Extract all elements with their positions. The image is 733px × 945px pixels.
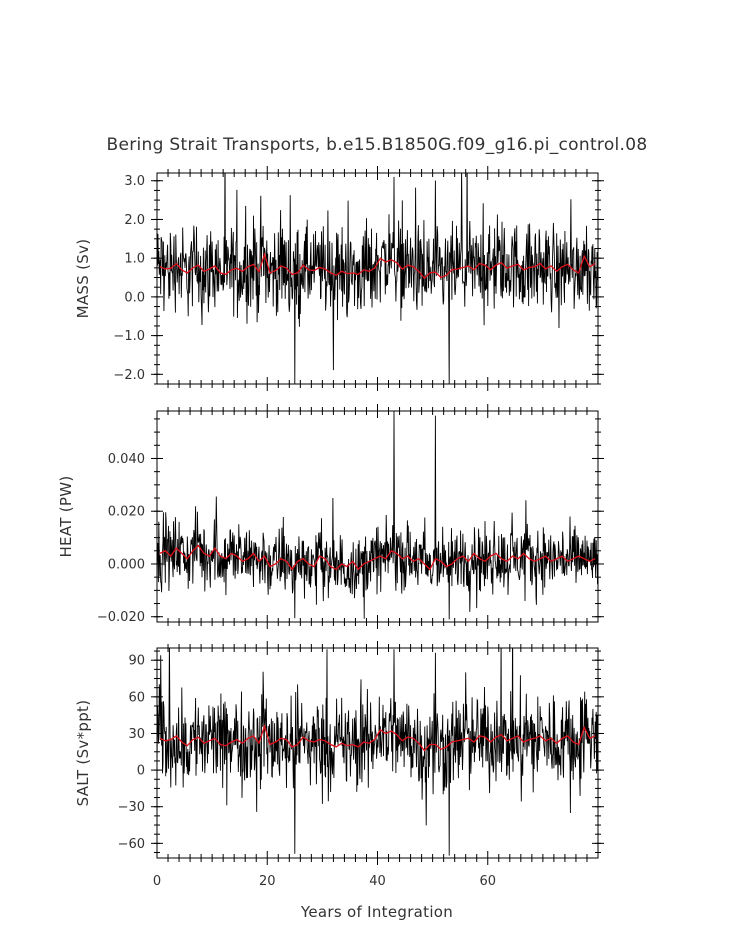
y-tick-label: −60 xyxy=(118,837,145,852)
y-tick-label: 0.020 xyxy=(108,505,145,520)
y-tick-label: 30 xyxy=(128,727,145,742)
y-tick-label: 0.000 xyxy=(108,557,145,572)
y-tick-label: −0.020 xyxy=(97,610,145,625)
annual-series-line xyxy=(159,544,596,571)
y-axis-label: HEAT (PW) xyxy=(57,475,75,557)
annual-series-line xyxy=(159,723,596,752)
y-axis-label: MASS (Sv) xyxy=(74,239,92,319)
monthly-series-line xyxy=(157,411,598,620)
monthly-series-line xyxy=(157,648,598,856)
chart-title: Bering Strait Transports, b.e15.B1850G.f… xyxy=(106,135,647,155)
panel-3: −60 −30 0 30 60 90 SALT (Sv*ppt) 0 20 40 60 xyxy=(74,641,604,889)
panel-2: −0.020 0.000 0.020 0.040 HEAT (PW) xyxy=(57,404,604,629)
monthly-series-line xyxy=(157,173,598,384)
y-tick-label: 0.0 xyxy=(124,290,145,305)
panel-1: −2.0 −1.0 0.0 1.0 2.0 3.0 MASS (Sv) xyxy=(74,166,604,391)
y-tick-label: 0.040 xyxy=(108,452,145,467)
panels: −2.0 −1.0 0.0 1.0 2.0 3.0 MASS (Sv) −0.020 0.000… xyxy=(57,166,604,889)
x-tick-label: 60 xyxy=(479,874,496,889)
x-axis-label: Years of Integration xyxy=(300,903,453,921)
y-tick-label: 1.0 xyxy=(124,252,145,267)
y-tick-label: −2.0 xyxy=(113,368,145,383)
y-axis-label: SALT (Sv*ppt) xyxy=(74,700,92,807)
x-tick-label: 0 xyxy=(153,874,161,889)
y-tick-label: −1.0 xyxy=(113,329,145,344)
y-tick-label: −30 xyxy=(118,800,145,815)
x-tick-label: 40 xyxy=(369,874,386,889)
y-tick-label: 90 xyxy=(128,654,145,669)
annual-series-line xyxy=(159,252,596,280)
y-tick-label: 60 xyxy=(128,690,145,705)
x-tick-label: 20 xyxy=(259,874,276,889)
y-tick-label: 0 xyxy=(137,764,145,779)
y-tick-label: 3.0 xyxy=(124,174,145,189)
y-tick-label: 2.0 xyxy=(124,213,145,228)
